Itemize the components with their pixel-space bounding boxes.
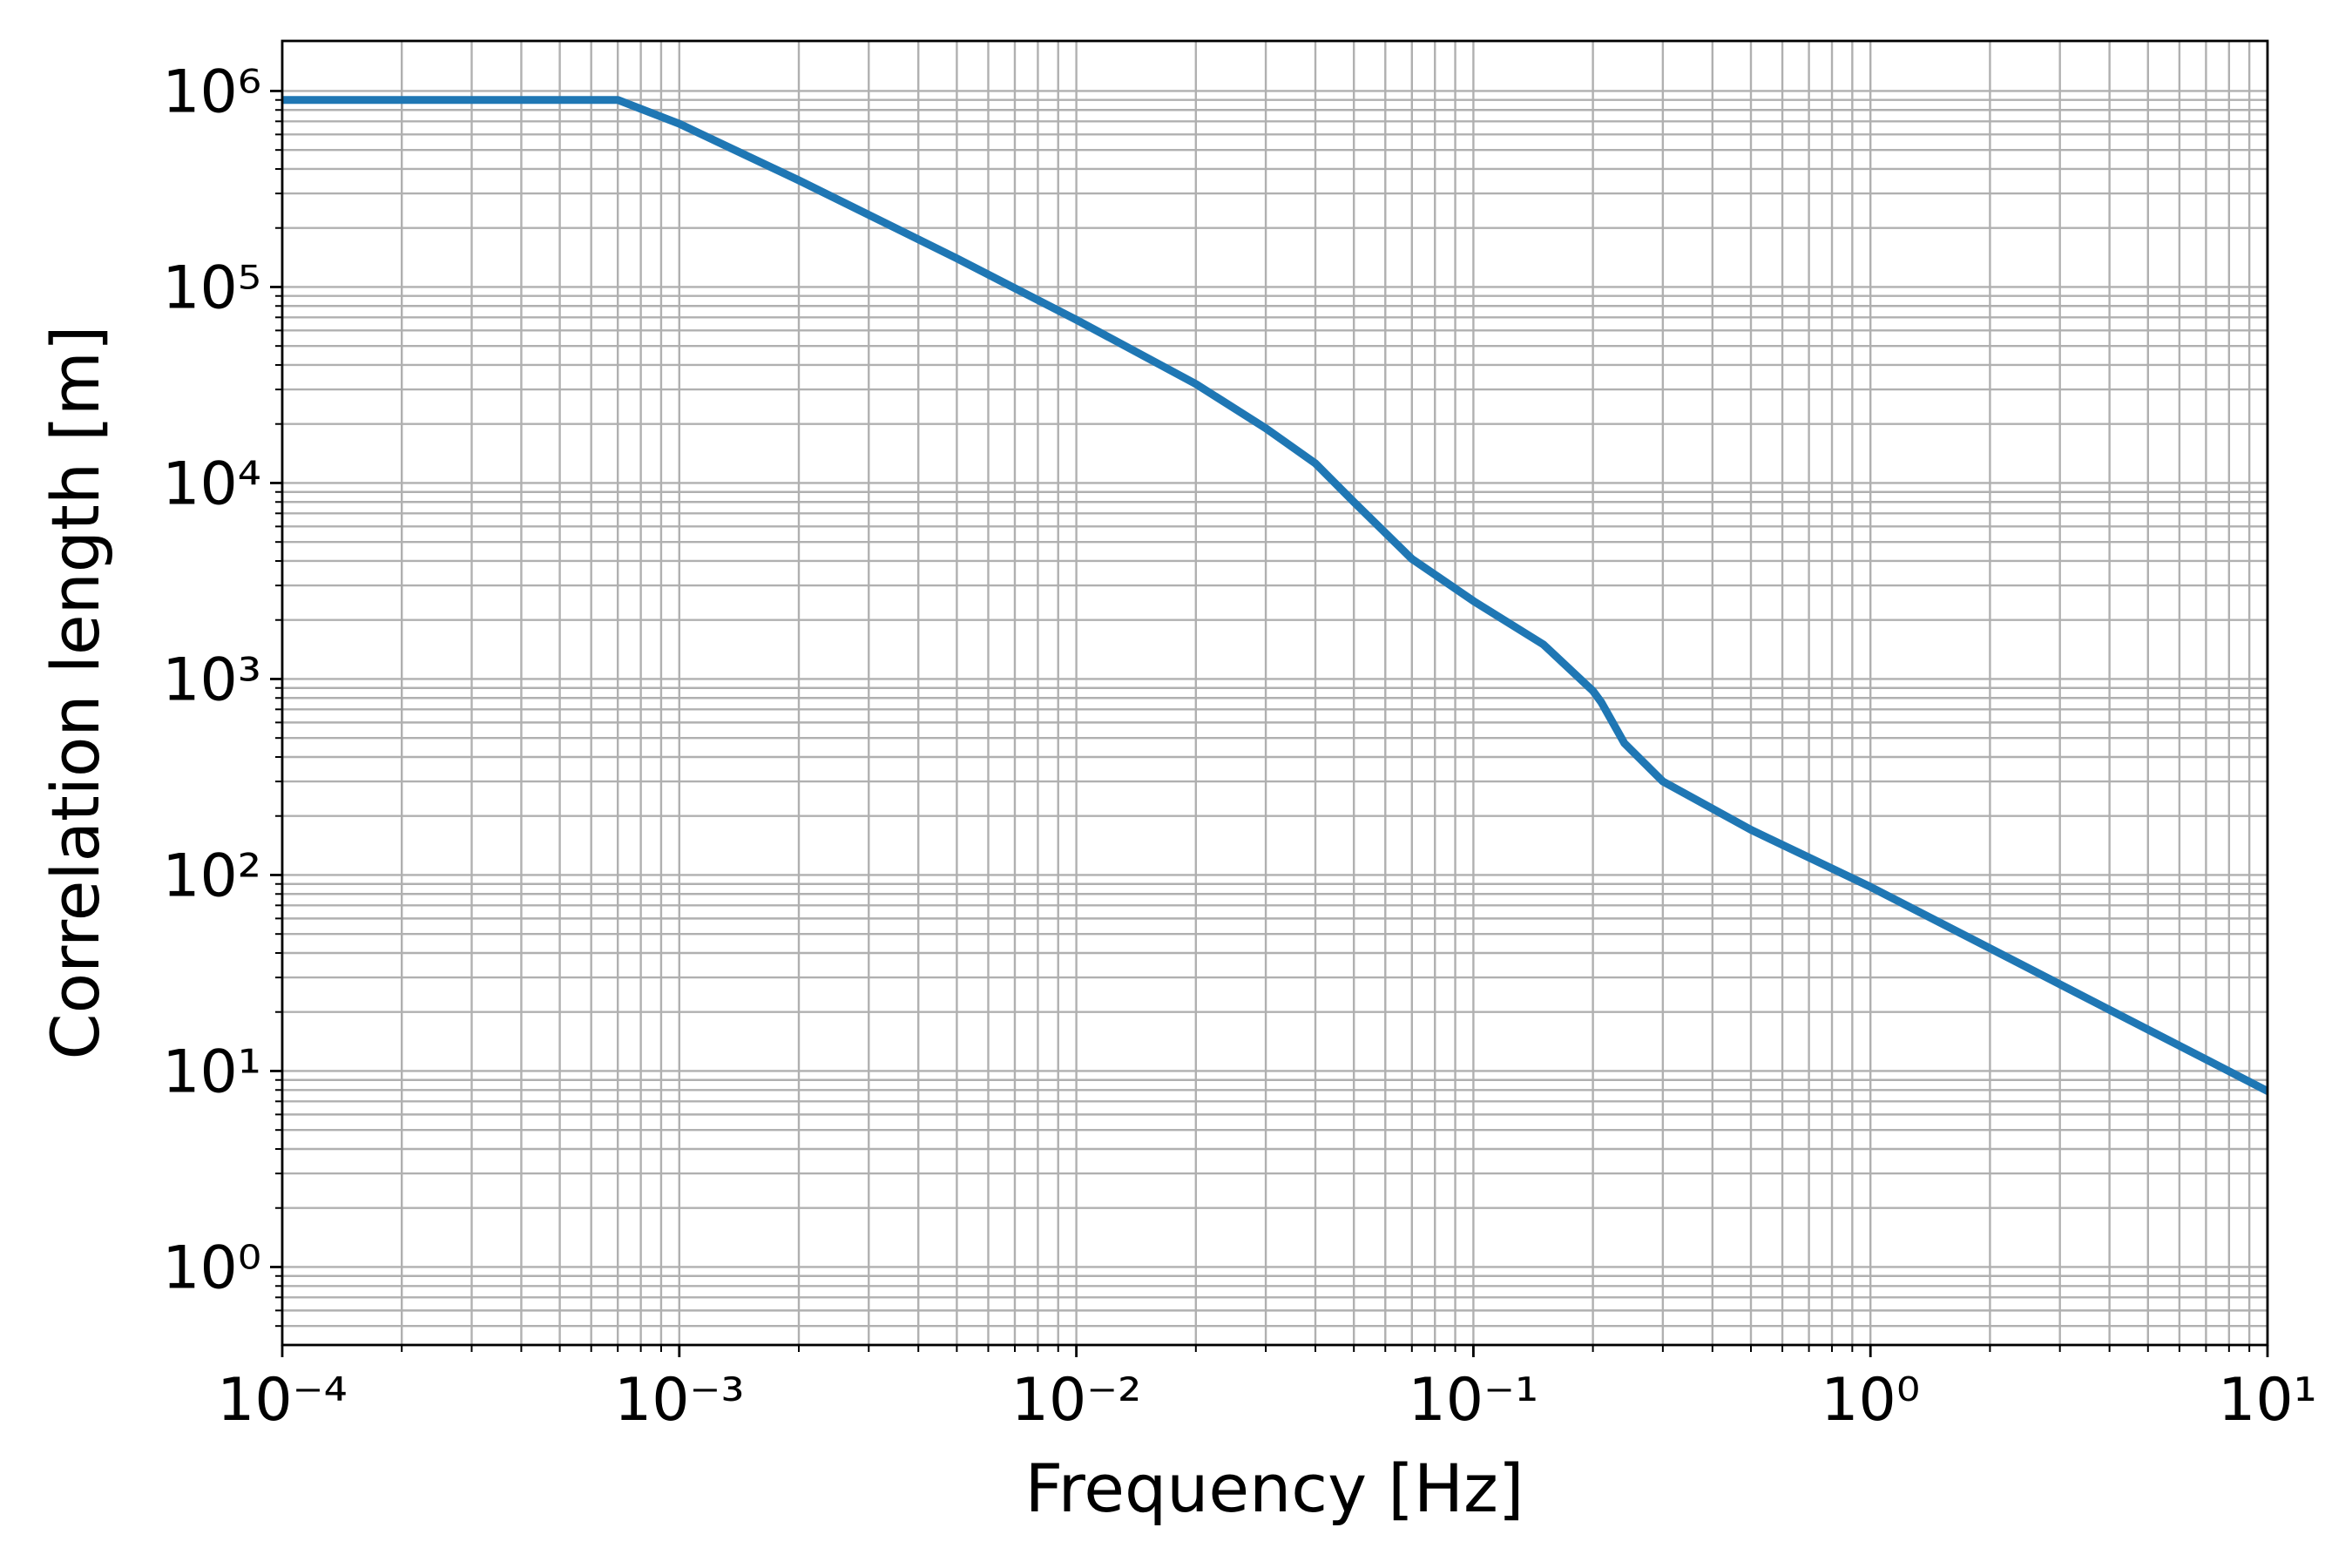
y-tick-label: 10⁶ (162, 57, 261, 126)
x-axis-label: Frequency [Hz] (1024, 1450, 1524, 1527)
x-tick-label: 10⁻³ (614, 1366, 745, 1435)
y-tick-label: 10² (162, 841, 261, 910)
plot-area (282, 96, 2268, 1095)
y-tick-label: 10³ (162, 645, 261, 714)
y-axis-label: Correlation length [m] (37, 326, 114, 1060)
y-tick-label: 10¹ (162, 1037, 261, 1106)
y-tick-label: 10⁵ (162, 253, 261, 322)
axes-frame (280, 39, 2269, 1347)
data-line (282, 96, 2268, 1095)
x-tick-label: 10⁻¹ (1409, 1366, 1539, 1435)
grid (270, 41, 2269, 1357)
y-tick-label: 10⁴ (162, 449, 261, 518)
x-tick-label: 10⁻⁴ (217, 1366, 348, 1435)
x-tick-label: 10⁻² (1011, 1366, 1142, 1435)
x-tick-label: 10⁰ (1821, 1366, 1920, 1435)
x-tick-label: 10¹ (2218, 1366, 2317, 1435)
y-tick-label: 10⁰ (162, 1233, 261, 1302)
